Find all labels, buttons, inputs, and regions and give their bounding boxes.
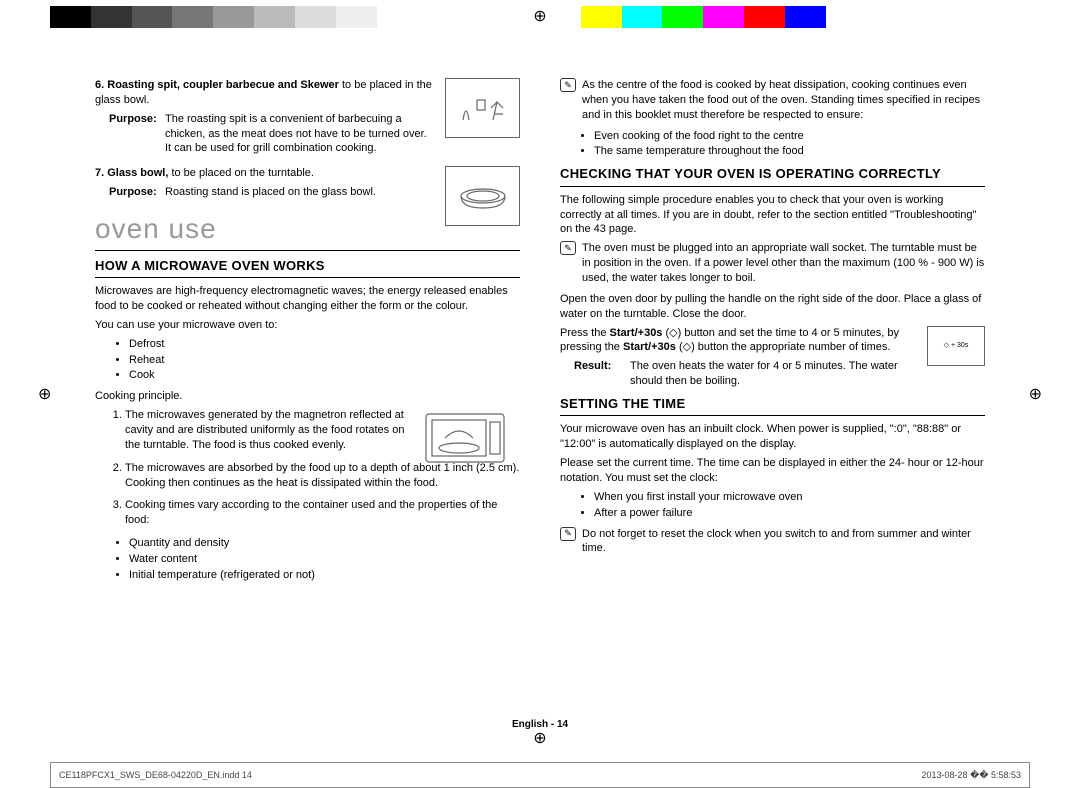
- uses-list: Defrost Reheat Cook: [95, 337, 520, 384]
- note-1-bullets: Even cooking of the food right to the ce…: [560, 129, 985, 160]
- prop-temp: Initial temperature (refrigerated or not…: [129, 568, 520, 583]
- item-7-purpose: Roasting stand is placed on the glass bo…: [165, 185, 434, 200]
- note-2-text: The oven must be plugged into an appropr…: [582, 241, 985, 286]
- cook-principle-3: Cooking times vary according to the cont…: [125, 498, 520, 528]
- intro-text: Microwaves are high-frequency electromag…: [95, 284, 520, 314]
- item-6-title: Roasting spit, coupler barbecue and Skew…: [107, 79, 339, 91]
- note-plugged: ✎ The oven must be plugged into an appro…: [560, 241, 985, 286]
- illustration-oven: [420, 408, 520, 478]
- press-c: (◇) button the appropriate number of tim…: [676, 341, 891, 353]
- prop-water: Water content: [129, 552, 520, 567]
- heading-checking: CHECKING THAT YOUR OVEN IS OPERATING COR…: [560, 165, 985, 187]
- time-para-2: Please set the current time. The time ca…: [560, 456, 985, 486]
- heading-setting-time: SETTING THE TIME: [560, 395, 985, 417]
- item-6-number: 6.: [95, 79, 104, 91]
- time-bullets: When you first install your microwave ov…: [560, 490, 985, 521]
- registration-mark-left: ⊕: [38, 384, 51, 404]
- time-para-1: Your microwave oven has an inbuilt clock…: [560, 422, 985, 452]
- item-6-purpose-label: Purpose:: [95, 112, 165, 157]
- start-label-2: Start/+30s: [623, 341, 676, 353]
- note-1-text: As the centre of the food is cooked by h…: [582, 78, 985, 123]
- item-7-number: 7.: [95, 167, 104, 179]
- note1-bul-2: The same temperature throughout the food: [594, 144, 985, 159]
- note-icon: ✎: [560, 241, 576, 255]
- left-column: 6. Roasting spit, coupler barbecue and S…: [95, 78, 520, 698]
- heading-how-works: HOW A MICROWAVE OVEN WORKS: [95, 257, 520, 279]
- cooking-principle-label: Cooking principle.: [95, 389, 520, 404]
- props-list: Quantity and density Water content Initi…: [95, 536, 520, 583]
- note1-bul-1: Even cooking of the food right to the ce…: [594, 129, 985, 144]
- result-text: The oven heats the water for 4 or 5 minu…: [630, 359, 921, 389]
- open-door-text: Open the oven door by pulling the handle…: [560, 292, 985, 322]
- use-defrost: Defrost: [129, 337, 520, 352]
- use-cook: Cook: [129, 368, 520, 383]
- item-7-title: Glass bowl,: [107, 167, 168, 179]
- press-a: Press the: [560, 327, 610, 339]
- footer-file: CE118PFCX1_SWS_DE68-04220D_EN.indd 14: [59, 770, 252, 780]
- page-body: 6. Roasting spit, coupler barbecue and S…: [95, 78, 985, 698]
- footer-timestamp: 2013-08-28 �� 5:58:53: [921, 770, 1021, 781]
- item-7-after: to be placed on the turntable.: [168, 167, 314, 179]
- page-number: English - 14: [512, 719, 568, 730]
- use-reheat: Reheat: [129, 353, 520, 368]
- item-6: 6. Roasting spit, coupler barbecue and S…: [95, 78, 520, 156]
- press-start-block: ◇ + 30s Press the Start/+30s (◇) button …: [560, 326, 985, 389]
- start-label-1: Start/+30s: [610, 327, 663, 339]
- note-3-text: Do not forget to reset the clock when yo…: [582, 527, 985, 557]
- registration-mark-top: ⊕: [533, 6, 546, 26]
- registration-mark-right: ⊕: [1029, 384, 1042, 404]
- item-7: 7. Glass bowl, to be placed on the turnt…: [95, 166, 520, 200]
- illustration-start-button: ◇ + 30s: [927, 326, 985, 366]
- use-line: You can use your microwave oven to:: [95, 318, 520, 333]
- note-icon: ✎: [560, 78, 576, 92]
- time-bul-2: After a power failure: [594, 506, 985, 521]
- right-column: ✎ As the centre of the food is cooked by…: [560, 78, 985, 698]
- footer-crop-info: CE118PFCX1_SWS_DE68-04220D_EN.indd 14 20…: [50, 762, 1030, 788]
- item-6-purpose: The roasting spit is a convenient of bar…: [165, 112, 434, 157]
- registration-mark-bottom: ⊕: [533, 728, 546, 748]
- item-7-purpose-label: Purpose:: [95, 185, 165, 200]
- note-summer-time: ✎ Do not forget to reset the clock when …: [560, 527, 985, 557]
- prop-quantity: Quantity and density: [129, 536, 520, 551]
- note-icon: ✎: [560, 527, 576, 541]
- illustration-bowl: [445, 166, 520, 226]
- result-label: Result:: [560, 359, 630, 389]
- check-intro: The following simple procedure enables y…: [560, 193, 985, 238]
- illustration-spit: [445, 78, 520, 138]
- time-bul-1: When you first install your microwave ov…: [594, 490, 985, 505]
- note-standing-times: ✎ As the centre of the food is cooked by…: [560, 78, 985, 123]
